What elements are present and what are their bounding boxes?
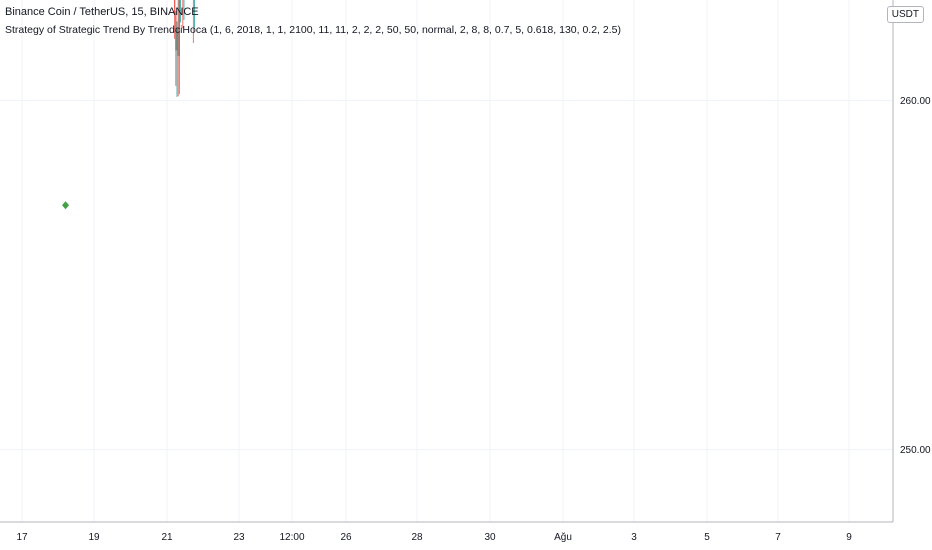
time-tick-label: 19: [88, 532, 100, 543]
time-tick-label: 28: [411, 532, 423, 543]
time-tick-label: 21: [161, 532, 173, 543]
candle-body: [177, 28, 179, 57]
time-tick-label: 23: [233, 532, 245, 543]
time-tick-label: 30: [484, 532, 496, 543]
time-tick-label: 26: [340, 532, 352, 543]
chart-title: Binance Coin / TetherUS, 15, BINANCE: [5, 6, 199, 18]
price-tick-label: 260.00: [900, 96, 931, 107]
time-tick-label: 12:00: [279, 532, 304, 543]
candle-body: [174, 0, 176, 15]
time-tick-label: 9: [846, 532, 852, 543]
currency-button[interactable]: USDT: [886, 6, 924, 23]
time-tick-label: 3: [631, 532, 637, 543]
candle-body: [175, 14, 177, 51]
time-tick-label: 7: [775, 532, 781, 543]
plot-area: [0, 0, 893, 522]
study-legend[interactable]: Strategy of Strategic Trend By TrendciHo…: [5, 24, 621, 36]
time-tick-label: 17: [16, 532, 28, 543]
candle-body: [178, 0, 180, 57]
time-tick-label: Ağu: [554, 532, 572, 543]
time-tick-label: 5: [704, 532, 710, 543]
candle-body: [176, 28, 178, 51]
green-diamond-marker: [62, 201, 70, 210]
price-tick-label: 250.00: [900, 445, 931, 456]
